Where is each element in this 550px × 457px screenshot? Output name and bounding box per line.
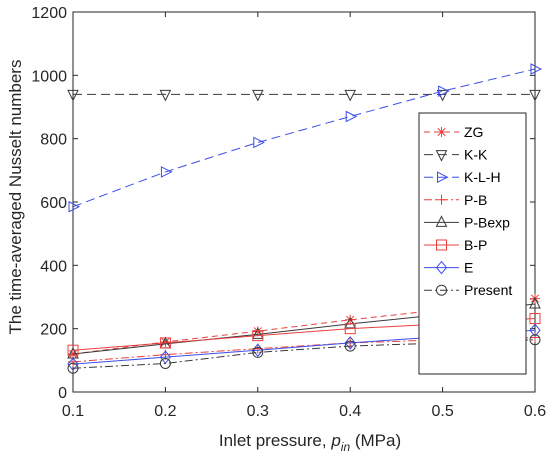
data-point-k-l-h — [253, 136, 265, 149]
x-axis-label-subscript: in — [341, 440, 351, 454]
data-point-present — [159, 358, 171, 369]
data-point-k-k — [67, 89, 79, 102]
legend-marker — [436, 239, 447, 251]
y-tick-label: 1000 — [31, 68, 67, 85]
y-tick-label: 1200 — [31, 5, 67, 22]
data-point-b-p — [344, 323, 356, 335]
legend-item-p-b: P-B — [424, 192, 487, 208]
legend-marker — [436, 194, 447, 205]
data-point-k-l-h — [68, 200, 81, 213]
tick-labels: 0 200 400 600 800 1000 1200 0.1 0.2 0.3 0.4 0.5 0.6 — [31, 5, 546, 420]
legend-label: K-L-H — [464, 169, 501, 185]
legend-marker — [437, 171, 449, 184]
data-point-k-l-h — [160, 166, 173, 178]
legend-item-zg: ZG — [424, 124, 483, 140]
legend-label: Present — [464, 282, 512, 298]
legend-marker — [436, 284, 447, 296]
x-tick-label: 0.4 — [339, 403, 361, 420]
legend-label: E — [464, 260, 473, 276]
data-point-k-k — [159, 89, 172, 102]
legend-marker — [435, 150, 448, 162]
legend-item-e: E — [424, 260, 473, 276]
data-point-e — [67, 357, 79, 371]
data-point-k-k — [344, 89, 357, 102]
data-point-p-bexp — [344, 316, 357, 329]
legend-marker — [435, 215, 448, 227]
legend-label: B-P — [464, 237, 487, 253]
legend-label: P-B — [464, 192, 487, 208]
legend-item-b-p: B-P — [424, 237, 487, 253]
y-tick-label: 400 — [40, 258, 67, 275]
series-k-l-h — [68, 63, 543, 213]
y-tick-label: 800 — [40, 132, 67, 149]
legend-label: K-K — [464, 147, 488, 163]
data-point-zg — [160, 336, 171, 347]
data-point-p-b — [530, 332, 540, 343]
data-point-k-l-h — [530, 63, 543, 75]
legend: ZG K-K K-L-H P-B P-Bexp B-P E Present — [418, 112, 527, 375]
legend-marker — [435, 260, 448, 275]
legend-item-k-k: K-K — [424, 147, 488, 163]
x-axis-label-symbol: p — [330, 431, 340, 450]
y-tick-label: 200 — [40, 322, 67, 339]
legend-item-k-l-h: K-L-H — [424, 169, 501, 185]
data-point-k-l-h — [345, 110, 358, 123]
data-point-p-bexp — [251, 327, 264, 339]
data-point-e — [344, 336, 356, 350]
data-point-present — [344, 340, 356, 352]
data-point-k-l-h — [438, 85, 450, 97]
x-axis-label-unit: (MPa) — [350, 431, 401, 450]
y-tick-label: 0 — [58, 385, 67, 402]
series-line-zg — [72, 298, 536, 355]
x-tick-label: 0.3 — [247, 403, 269, 420]
series-line-k-l-h — [72, 68, 536, 208]
data-point-zg — [252, 326, 263, 337]
data-point-b-p — [252, 330, 264, 342]
x-tick-label: 0.6 — [524, 403, 546, 420]
legend-item-present: Present — [424, 282, 512, 298]
data-point-k-k — [251, 89, 264, 102]
x-tick-label: 0.2 — [154, 403, 176, 420]
data-point-zg — [345, 314, 356, 325]
data-point-b-p — [159, 337, 171, 349]
data-point-k-k — [529, 89, 541, 102]
series-k-k — [67, 89, 541, 102]
x-tick-label: 0.5 — [431, 403, 453, 420]
data-point-b-p — [67, 344, 79, 356]
legend-label: ZG — [464, 124, 483, 140]
legend-label: P-Bexp — [464, 214, 510, 230]
data-point-present — [529, 334, 541, 346]
data-point-e — [529, 323, 541, 338]
legend-marker — [436, 127, 447, 137]
y-tick-label: 600 — [40, 195, 67, 212]
y-axis-label: The time-averaged Nusselt numbers — [6, 60, 25, 335]
data-point-p-bexp — [529, 296, 541, 309]
x-tick-label: 0.1 — [62, 403, 84, 420]
data-point-present — [67, 362, 79, 374]
x-axis-label: Inlet pressure, pin (MPa) — [219, 431, 401, 454]
data-point-present — [252, 346, 264, 358]
legend-item-p-bexp: P-Bexp — [424, 214, 510, 230]
x-axis-label-text: Inlet pressure, — [219, 431, 331, 450]
